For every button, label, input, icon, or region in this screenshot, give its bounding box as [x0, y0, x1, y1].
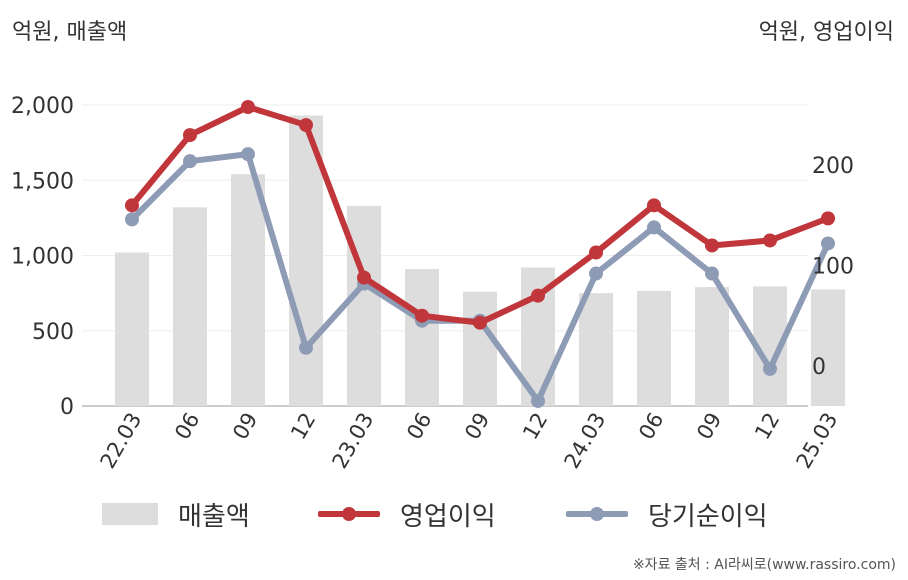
bar-sales — [695, 287, 729, 406]
operating-profit-point — [415, 308, 429, 323]
net-income-point — [589, 266, 603, 281]
net-income-point — [705, 266, 719, 281]
right-axis-ticks: 0 100 200 — [812, 154, 854, 380]
x-tick-label: 06 — [402, 409, 436, 444]
left-tick-label: 500 — [32, 320, 74, 345]
right-tick-label: 0 — [812, 355, 826, 380]
net-income-point — [647, 220, 661, 235]
operating-profit-point — [241, 100, 255, 115]
bar-sales — [289, 115, 323, 406]
net-income-point — [183, 154, 197, 169]
net-income-point — [299, 340, 313, 355]
x-tick-label: 09 — [692, 409, 726, 444]
bar-sales — [231, 174, 265, 406]
operating-profit-point — [763, 233, 777, 248]
operating-profit-point — [299, 118, 313, 133]
x-tick-label: 23.03 — [327, 409, 378, 473]
x-tick-label: 06 — [170, 409, 204, 444]
net-income-point — [125, 212, 139, 227]
operating-profit-point — [125, 198, 139, 213]
x-tick-label: 12 — [286, 409, 320, 444]
left-tick-label: 1,000 — [11, 245, 74, 270]
operating-profit-point — [473, 315, 487, 330]
line-series — [125, 100, 835, 408]
legend-item-net-income: 당기순이익 — [566, 494, 768, 534]
bar-sales — [405, 269, 439, 406]
left-axis-unit: 억원, 매출액 — [12, 20, 128, 45]
bar-series — [115, 115, 845, 406]
x-tick-label: 06 — [634, 409, 668, 444]
source-credit: ※자료 출처 : AI라씨로(www.rassiro.com) — [632, 557, 896, 573]
x-tick-label: 24.03 — [559, 409, 610, 473]
operating-profit-point — [531, 288, 545, 303]
net-income-point — [821, 236, 835, 251]
x-tick-label: 12 — [750, 409, 784, 444]
x-axis-ticks: 22.03 06 09 12 23.03 06 09 12 24.03 06 09 12 25.03 — [95, 409, 842, 473]
legend-item-operating-profit: 영업이익 — [318, 494, 496, 534]
left-tick-label: 0 — [60, 395, 74, 420]
legend-swatch-operating-profit — [318, 503, 380, 525]
net-income-point — [763, 361, 777, 376]
x-tick-label: 22.03 — [95, 409, 146, 473]
bar-sales — [115, 252, 149, 406]
right-tick-label: 200 — [812, 154, 854, 179]
right-axis-unit: 억원, 영업이익 — [758, 20, 894, 45]
operating-profit-point — [183, 128, 197, 143]
legend-swatch-net-income — [566, 503, 628, 525]
net-income-point — [531, 393, 545, 408]
x-tick-label: 09 — [460, 409, 494, 444]
legend-label-sales: 매출액 — [178, 501, 250, 532]
left-tick-label: 1,500 — [11, 169, 74, 194]
operating-profit-point — [589, 245, 603, 260]
bar-sales — [637, 290, 671, 406]
net-income-point — [241, 147, 255, 162]
legend-label-net-income: 당기순이익 — [648, 501, 768, 532]
operating-profit-point — [647, 198, 661, 213]
operating-profit-point — [705, 238, 719, 253]
left-tick-label: 2,000 — [11, 94, 74, 119]
bar-sales — [347, 205, 381, 406]
x-tick-label: 25.03 — [791, 409, 842, 473]
legend-label-operating-profit: 영업이익 — [400, 501, 496, 532]
legend-swatch-sales — [102, 503, 158, 525]
left-axis-ticks: 0 500 1,000 1,500 2,000 — [11, 94, 74, 420]
operating-profit-point — [357, 270, 371, 285]
bar-sales — [463, 291, 497, 406]
operating-profit-point — [821, 211, 835, 226]
x-tick-label: 09 — [228, 409, 262, 444]
bar-sales — [811, 289, 845, 406]
x-tick-label: 12 — [518, 409, 552, 444]
bar-sales — [173, 207, 207, 406]
right-tick-label: 100 — [812, 255, 854, 280]
legend-item-sales: 매출액 — [102, 494, 250, 534]
bar-sales — [579, 293, 613, 406]
